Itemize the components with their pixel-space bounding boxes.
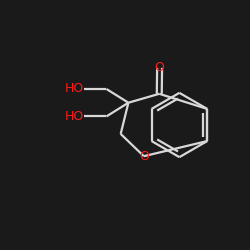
Text: HO: HO	[64, 110, 84, 123]
Text: HO: HO	[64, 82, 84, 96]
Text: O: O	[139, 150, 149, 163]
Text: O: O	[155, 61, 164, 74]
